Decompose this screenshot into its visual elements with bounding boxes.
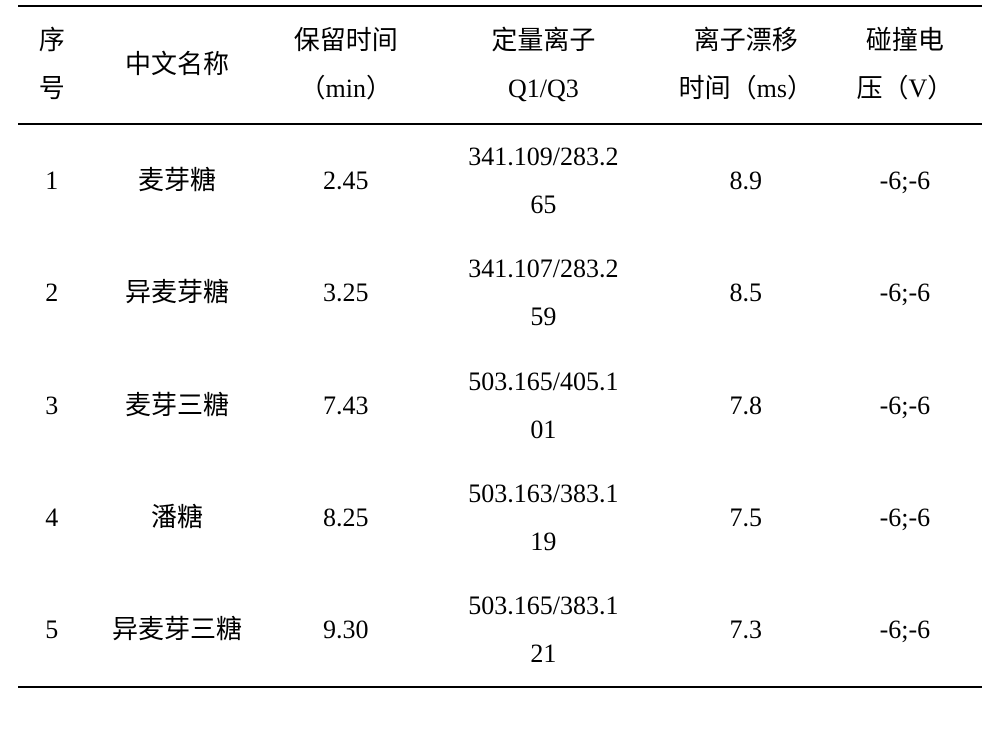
cell-ion: 503.165/405.101: [423, 350, 664, 462]
cell-ion-line1: 341.109/283.2: [427, 133, 660, 181]
cell-name: 潘糖: [85, 462, 268, 574]
header-seq-line2: 号: [22, 65, 81, 113]
header-rt-line1: 保留时间: [273, 17, 419, 65]
data-table: 序 号 中文名称 保留时间 （min） 定量离子 Q1/Q3 离子漂移 时间（m…: [18, 5, 982, 688]
cell-ion-line1: 503.165/405.1: [427, 358, 660, 406]
cell-rt: 3.25: [269, 237, 423, 349]
cell-ion: 341.107/283.259: [423, 237, 664, 349]
table-header: 序 号 中文名称 保留时间 （min） 定量离子 Q1/Q3 离子漂移 时间（m…: [18, 6, 982, 124]
cell-seq: 4: [18, 462, 85, 574]
cell-seq: 5: [18, 574, 85, 687]
cell-ion: 503.163/383.119: [423, 462, 664, 574]
cell-drift: 7.3: [664, 574, 828, 687]
header-ce-line1: 碰撞电: [832, 17, 978, 65]
cell-ion-line2: 01: [427, 406, 660, 454]
cell-ion: 503.165/383.121: [423, 574, 664, 687]
header-ce: 碰撞电 压（V）: [828, 6, 982, 124]
header-name: 中文名称: [85, 6, 268, 124]
cell-ion-line2: 59: [427, 293, 660, 341]
header-drift-line1: 离子漂移: [668, 17, 824, 65]
cell-drift: 7.8: [664, 350, 828, 462]
header-ce-line2: 压（V）: [832, 65, 978, 113]
header-ion-line2: Q1/Q3: [427, 65, 660, 113]
cell-seq: 3: [18, 350, 85, 462]
header-ion-line1: 定量离子: [427, 17, 660, 65]
cell-name: 麦芽三糖: [85, 350, 268, 462]
cell-seq: 2: [18, 237, 85, 349]
table-row: 3麦芽三糖7.43503.165/405.1017.8-6;-6: [18, 350, 982, 462]
table-body: 1麦芽糖2.45341.109/283.2658.9-6;-62异麦芽糖3.25…: [18, 124, 982, 687]
cell-ce: -6;-6: [828, 237, 982, 349]
header-seq: 序 号: [18, 6, 85, 124]
header-rt: 保留时间 （min）: [269, 6, 423, 124]
cell-ion-line1: 341.107/283.2: [427, 245, 660, 293]
table-container: 序 号 中文名称 保留时间 （min） 定量离子 Q1/Q3 离子漂移 时间（m…: [0, 0, 1000, 693]
cell-ion: 341.109/283.265: [423, 124, 664, 237]
cell-ce: -6;-6: [828, 574, 982, 687]
cell-drift: 8.9: [664, 124, 828, 237]
cell-rt: 8.25: [269, 462, 423, 574]
cell-ion-line1: 503.165/383.1: [427, 582, 660, 630]
cell-ce: -6;-6: [828, 462, 982, 574]
header-seq-line1: 序: [22, 17, 81, 65]
header-name-text: 中文名称: [89, 41, 264, 89]
table-row: 2异麦芽糖3.25341.107/283.2598.5-6;-6: [18, 237, 982, 349]
cell-name: 异麦芽糖: [85, 237, 268, 349]
cell-name: 麦芽糖: [85, 124, 268, 237]
table-row: 4潘糖8.25503.163/383.1197.5-6;-6: [18, 462, 982, 574]
cell-ion-line2: 19: [427, 518, 660, 566]
cell-rt: 2.45: [269, 124, 423, 237]
cell-ce: -6;-6: [828, 124, 982, 237]
cell-drift: 8.5: [664, 237, 828, 349]
cell-name: 异麦芽三糖: [85, 574, 268, 687]
cell-ce: -6;-6: [828, 350, 982, 462]
header-drift: 离子漂移 时间（ms）: [664, 6, 828, 124]
table-row: 1麦芽糖2.45341.109/283.2658.9-6;-6: [18, 124, 982, 237]
cell-seq: 1: [18, 124, 85, 237]
cell-ion-line2: 65: [427, 181, 660, 229]
header-row: 序 号 中文名称 保留时间 （min） 定量离子 Q1/Q3 离子漂移 时间（m…: [18, 6, 982, 124]
cell-rt: 9.30: [269, 574, 423, 687]
cell-ion-line1: 503.163/383.1: [427, 470, 660, 518]
header-rt-line2: （min）: [273, 65, 419, 113]
cell-drift: 7.5: [664, 462, 828, 574]
table-row: 5异麦芽三糖9.30503.165/383.1217.3-6;-6: [18, 574, 982, 687]
cell-ion-line2: 21: [427, 630, 660, 678]
cell-rt: 7.43: [269, 350, 423, 462]
header-ion: 定量离子 Q1/Q3: [423, 6, 664, 124]
header-drift-line2: 时间（ms）: [668, 65, 824, 113]
